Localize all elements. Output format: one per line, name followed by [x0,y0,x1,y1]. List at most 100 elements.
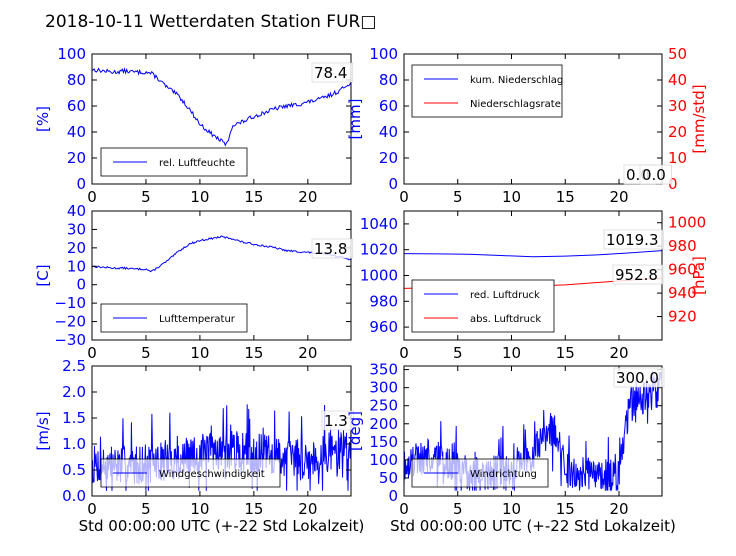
x-tick-label: 0 [399,188,409,206]
y-tick-label: 0 [76,175,86,193]
x-tick-label: 0 [87,188,97,206]
x-tick-label: 5 [141,344,151,362]
x-axis-label: Std 00:00:00 UTC (+-22 Std Lokalzeit) [390,517,676,535]
x-tick-label: 20 [298,188,317,206]
y-tick-label: 960 [369,318,398,336]
y-tick-label: 0.5 [62,461,86,479]
y2-axis-label: [mm/std] [690,84,708,153]
y-tick-label: 20 [67,149,86,167]
y-axis-label: [m/s] [34,411,52,450]
legend-label: Niederschlagsrate [470,99,561,110]
svg-text:78.4: 78.4 [314,64,347,82]
series-line-humidity-0 [91,67,352,147]
x-tick-label: 5 [141,188,151,206]
legend: kum. Niederschlag Niederschlagsrate [411,64,563,118]
y-tick-label: 980 [369,292,398,310]
last-value-label: 0.0 [639,164,672,185]
legend: rel. Luftfeuchte [100,147,248,177]
panel-precip: 0 5 10 15 20 0 20 40 60 80 100 0 10 20 30 40 50 [mm] [mm/s… [346,45,708,206]
legend-label: Windgeschwindigkeit [159,469,265,480]
x-tick-label: 15 [556,344,575,362]
y-tick-label: 150 [369,433,398,451]
panel-windspeed: 0 5 10 15 20 0.0 0.5 1.0 1.5 2.0 2.5 [m/s] Std 00:00… [34,357,364,535]
legend-label: red. Luftdruck [470,290,540,301]
x-tick-label: 10 [190,344,209,362]
axes-frame [403,53,663,185]
x-tick-label: 10 [190,188,209,206]
x-tick-label: 20 [609,344,628,362]
y-tick-label: 40 [379,123,398,141]
axes-frame [91,53,352,185]
last-value-label: 1.3 [321,410,354,431]
x-tick-label: 5 [453,344,463,362]
y-tick-label: 0.0 [62,487,86,505]
legend: Lufttemperatur [100,303,248,333]
legend-label: rel. Luftfeuchte [159,158,235,169]
series-line-windspeed-0 [91,404,352,491]
last-value-label: 1019.3 [603,229,664,250]
x-tick-label: 0 [399,344,409,362]
x-tick-label: 20 [609,188,628,206]
legend-label: Lufttemperatur [159,314,236,325]
y-tick-label: 50 [379,469,398,487]
y-tick-label: 30 [67,220,86,238]
y2-tick-label: 1000 [668,214,706,232]
y2-tick-label: 960 [668,261,697,279]
legend-label: abs. Luftdruck [470,314,541,325]
svg-text:13.8: 13.8 [314,240,347,258]
y-tick-label: 250 [369,397,398,415]
axes-frame [403,365,663,497]
y2-tick-label: 980 [668,237,697,255]
y-tick-label: 2.0 [62,383,86,401]
panel-temperature: 0 5 10 15 20−30−20−10010203040[C]Lufttempera… [34,202,354,362]
y-tick-label: 1020 [360,241,398,259]
legend-label: Windrichtung [470,469,537,480]
svg-text:0.0: 0.0 [642,166,666,184]
y-tick-label: 100 [369,451,398,469]
x-tick-label: 15 [556,188,575,206]
series-line-pressure-0 [403,250,663,258]
x-tick-label: 10 [190,500,209,518]
y2-tick-label: 50 [668,45,687,63]
y-tick-label: 1.0 [62,435,86,453]
y-tick-label: 100 [57,45,86,63]
y-tick-label: 60 [379,97,398,115]
last-value-label: 952.8 [612,264,664,285]
y2-tick-label: 920 [668,308,697,326]
y2-tick-label: 10 [668,149,687,167]
y-tick-label: 0 [388,175,398,193]
x-axis-label: Std 00:00:00 UTC (+-22 Std Lokalzeit) [79,517,365,535]
y-tick-label: 0 [76,276,86,294]
series-line-temperature-0 [91,235,352,273]
y-tick-label: 40 [67,123,86,141]
last-value-label: 13.8 [311,238,354,259]
y-tick-label: 350 [369,361,398,379]
svg-text:300.0: 300.0 [616,369,659,387]
y-tick-label: 100 [369,45,398,63]
y-tick-label: 200 [369,415,398,433]
svg-text:1.3: 1.3 [324,412,348,430]
y-tick-label: 2.5 [62,357,86,375]
y-axis-label: [mm] [346,99,364,140]
x-tick-label: 15 [244,344,263,362]
y2-tick-label: 20 [668,123,687,141]
x-tick-label: 15 [244,500,263,518]
y-axis-label: [deg] [346,411,364,451]
y2-tick-label: 40 [668,71,687,89]
y-axis-label: [%] [34,106,52,132]
y2-axis-label: [hPa] [690,256,708,295]
y-tick-label: 20 [379,149,398,167]
x-tick-label: 15 [244,188,263,206]
y2-tick-label: 940 [668,284,697,302]
x-tick-label: 20 [609,500,628,518]
y2-tick-label: 30 [668,97,687,115]
y-tick-label: 0 [388,487,398,505]
legend-label: kum. Niederschlag [470,75,563,86]
y-tick-label: 1.5 [62,409,86,427]
x-tick-label: 20 [298,344,317,362]
x-tick-label: 0 [87,500,97,518]
svg-text:952.8: 952.8 [615,266,658,284]
x-tick-label: 10 [502,344,521,362]
